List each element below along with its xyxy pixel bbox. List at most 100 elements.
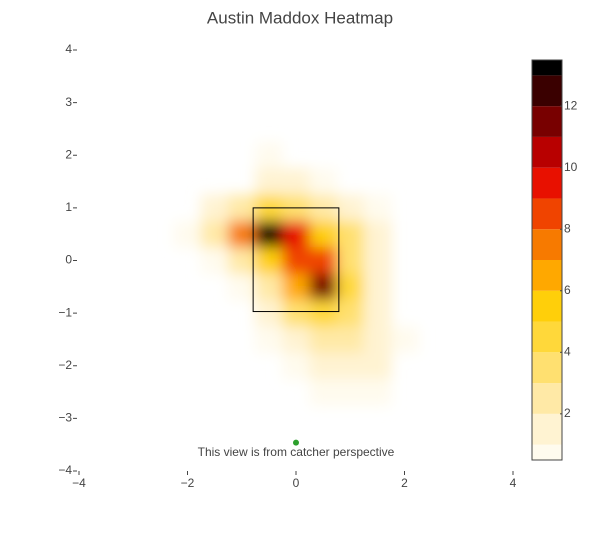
point (293, 439, 299, 446)
heat-cell (282, 273, 311, 301)
heat-cell (174, 168, 202, 195)
heat-cell (201, 326, 229, 353)
colorbar-tick-label: 10 (564, 160, 578, 174)
colorbar-band (532, 60, 562, 76)
heat-cell (337, 168, 365, 195)
colorbar-band (532, 75, 562, 107)
chart-title: Austin Maddox Heatmap (207, 8, 393, 27)
colorbar-band (532, 290, 562, 322)
heat-cell (363, 273, 392, 301)
colorbar-band (532, 260, 562, 291)
heat-cell (390, 326, 419, 354)
heat-cell (282, 221, 311, 248)
heat-cell (282, 405, 310, 432)
colorbar-band (532, 383, 562, 414)
heat-cell (201, 142, 229, 169)
heat-cell (282, 142, 310, 169)
heat-cell (336, 299, 365, 327)
y-tick-label: 0 (65, 253, 72, 267)
heat-cell (201, 221, 229, 248)
colorbar-band (532, 352, 562, 384)
heat-cell (391, 274, 419, 301)
heat-cell (201, 379, 229, 406)
heat-cell (309, 221, 338, 248)
heat-cell (363, 352, 392, 380)
colorbar-band (532, 413, 562, 445)
heat-cell (174, 353, 202, 380)
heat-cell (201, 405, 229, 432)
heat-cell (282, 247, 311, 275)
y-tick-label: 1 (65, 200, 72, 214)
heat-cell (174, 326, 202, 353)
heat-cell (309, 168, 338, 196)
heat-cell (336, 221, 365, 248)
x-tick-label: 2 (401, 476, 408, 490)
y-tick-label: 2 (65, 147, 72, 161)
heat-cell (201, 247, 229, 275)
heat-cell (228, 142, 256, 169)
heat-cell (391, 379, 419, 406)
heat-cell (174, 405, 202, 432)
heat-cell (255, 168, 283, 196)
heatmap (173, 142, 419, 432)
heat-cell (255, 299, 283, 327)
x-tick-label: −4 (72, 476, 86, 490)
heat-cell (336, 247, 365, 275)
heat-cell (282, 326, 311, 354)
heat-cell (282, 352, 311, 380)
heat-cell (282, 299, 311, 327)
heat-cell (310, 142, 338, 169)
heat-cell (201, 353, 229, 380)
colorbar-tick-label: 2 (564, 406, 571, 420)
heat-cell (363, 221, 392, 248)
y-tick-label: −3 (58, 411, 72, 425)
y-tick-label: 3 (65, 95, 72, 109)
heat-cell (336, 378, 365, 406)
contour-fill (173, 142, 419, 432)
heat-cell (228, 168, 256, 195)
heat-cell (228, 353, 256, 380)
heat-cell (228, 300, 256, 327)
y-tick-label: −1 (58, 305, 72, 319)
colorbar-band (532, 136, 562, 168)
heat-cell (363, 299, 392, 327)
heat-cell (336, 352, 365, 380)
heat-cell (228, 247, 256, 275)
heat-cell (255, 142, 283, 169)
heat-cell (310, 405, 338, 432)
heat-cell (173, 221, 202, 248)
heat-cell (336, 194, 365, 222)
heat-cell (174, 379, 202, 406)
colorbar-tick-label: 8 (564, 221, 571, 235)
x-tick-label: 0 (293, 476, 300, 490)
heat-cell (174, 274, 202, 301)
heat-cell (336, 273, 365, 301)
colorbar-tick-label: 12 (564, 98, 578, 112)
colorbar-tick-label: 4 (564, 344, 571, 358)
heat-cell (201, 194, 229, 222)
x-tick-label: 4 (510, 476, 517, 490)
heat-cell (309, 326, 338, 354)
heat-cell (228, 326, 256, 353)
heat-cell (391, 195, 419, 222)
heat-cell (228, 405, 256, 432)
heat-cell (337, 405, 365, 432)
colorbar-band (532, 444, 562, 460)
heat-cell (255, 273, 283, 301)
colorbar-band (532, 167, 562, 199)
heat-cell (174, 195, 202, 222)
colorbar-tick-label: 6 (564, 283, 571, 297)
heat-cell (364, 405, 392, 432)
colorbar-band (532, 106, 562, 137)
heat-cell (255, 353, 283, 380)
heat-cell (201, 168, 229, 195)
heat-cell (255, 247, 283, 275)
heat-cell (282, 168, 311, 196)
heat-cell (255, 379, 283, 406)
heat-cell (309, 247, 338, 275)
heat-cell (174, 142, 202, 169)
heat-cell (391, 247, 419, 274)
heat-cell (336, 326, 365, 354)
heat-cell (363, 194, 392, 222)
